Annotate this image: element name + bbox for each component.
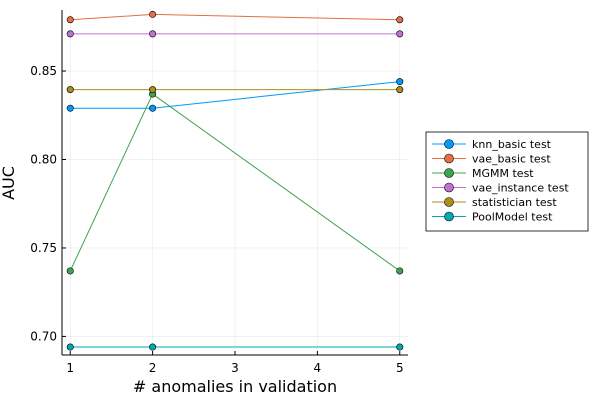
series-point-3-1 (149, 30, 157, 38)
legend-marker-0 (444, 139, 454, 149)
legend-marker-3 (444, 182, 454, 193)
series-point-4-0 (66, 86, 74, 94)
series-point-5-1 (149, 343, 157, 351)
series-point-2-2 (396, 267, 404, 275)
legend-label-4: statistician test (472, 196, 557, 209)
series-point-4-2 (396, 86, 404, 94)
series-point-3-2 (396, 30, 404, 38)
legend-marker-4 (444, 197, 454, 207)
x-axis-label: # anomalies in validation (133, 377, 337, 396)
y-tick-label-1: 0.75 (30, 241, 57, 255)
x-tick-label-4: 5 (396, 361, 404, 375)
series-layer (66, 10, 404, 351)
legend-label-3: vae_instance test (472, 182, 569, 195)
series-point-3-0 (66, 30, 74, 38)
axes-layer: 1 2 3 4 5 0.70 0.75 0.80 0.85 (30, 10, 408, 375)
series-point-0-2 (396, 78, 404, 86)
series-point-1-2 (396, 16, 404, 24)
legend-label-2: MGMM test (472, 167, 534, 180)
y-tick-label-3: 0.85 (30, 64, 57, 78)
y-tick-label-2: 0.80 (30, 153, 57, 167)
series-point-2-0 (66, 267, 74, 275)
legend-label-5: PoolModel test (472, 211, 553, 224)
legend-label-0: knn_basic test (472, 138, 552, 151)
series-point-0-1 (149, 104, 157, 112)
legend-marker-5 (444, 211, 454, 222)
legend-marker-1 (444, 153, 454, 164)
x-tick-label-3: 4 (314, 361, 322, 375)
x-tick-label-1: 2 (149, 361, 157, 375)
legend-marker-2 (444, 168, 454, 178)
y-axis-label: AUC (0, 166, 18, 200)
grid-layer (62, 10, 408, 355)
y-tick-label-0: 0.70 (30, 329, 57, 343)
series-point-4-1 (149, 86, 157, 94)
series-point-0-0 (66, 104, 74, 112)
legend-label-1: vae_basic test (472, 153, 551, 166)
series-point-5-0 (66, 343, 74, 351)
series-point-1-0 (66, 16, 74, 24)
series-point-1-1 (149, 10, 157, 18)
x-tick-label-0: 1 (66, 361, 74, 375)
series-point-5-2 (396, 343, 404, 351)
x-tick-label-2: 3 (231, 361, 239, 375)
